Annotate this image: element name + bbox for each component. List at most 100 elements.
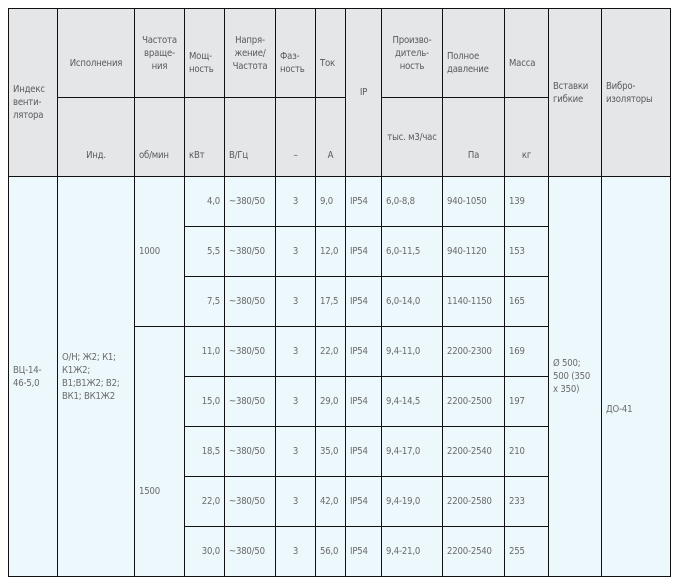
header-ip: IP [345,8,382,177]
unit-rpm: об/мин [134,97,185,177]
header-current: Ток [315,8,346,98]
capacity-cell: 6,0-11,5 [381,226,443,277]
inserts-cell: Ø 500; 500 (350 x 350) [548,176,602,577]
table-row: 22,0 ~380/50 3 42,0 IP54 9,4-19,0 2200-2580 233 [9,476,671,527]
voltage-cell: ~380/50 [224,526,276,577]
header-vibro: Вибро-изоляторы [601,8,671,177]
capacity-cell: 9,4-11,0 [381,326,443,377]
header-rpm: Частота враще-ния [134,8,185,98]
phase-cell: 3 [275,226,316,277]
ip-cell: IP54 [345,376,382,427]
current-cell: 17,5 [315,276,346,327]
unit-pressure: Па [442,97,505,177]
header-capacity: Произво-дитель-ность [381,8,443,98]
fan-index-cell: ВЦ-14-46-5,0 [8,176,58,577]
pressure-cell: 940-1120 [442,226,505,277]
header-pressure: Полное давление [442,8,505,98]
current-cell: 12,0 [315,226,346,277]
header-power: Мощ-ность [184,8,225,98]
pressure-cell: 2200-2540 [442,426,505,477]
fan-spec-table: Индекс венти-лятора Исполнения Частота в… [8,8,671,577]
vibro-cell: ДО-41 [601,176,671,577]
header-inserts: Вставки гибкие [548,8,602,177]
power-cell: 18,5 [184,426,225,477]
table-row: 15,0 ~380/50 3 29,0 IP54 9,4-14,5 2200-2500 197 [9,376,671,427]
pressure-cell: 2200-2540 [442,526,505,577]
ip-cell: IP54 [345,526,382,577]
power-cell: 30,0 [184,526,225,577]
header-phase: Фаз-ность [275,8,316,98]
unit-voltage: В/Гц [224,97,276,177]
ip-cell: IP54 [345,326,382,377]
pressure-cell: 2200-2500 [442,376,505,427]
current-cell: 56,0 [315,526,346,577]
capacity-cell: 9,4-17,0 [381,426,443,477]
capacity-cell: 9,4-19,0 [381,476,443,527]
current-cell: 29,0 [315,376,346,427]
mass-cell: 233 [504,476,549,527]
phase-cell: 3 [275,376,316,427]
unit-phase: – [275,97,316,177]
table-row: 1500 11,0 ~380/50 3 22,0 IP54 9,4-11,0 2200-230… [9,326,671,577]
pressure-cell: 940-1050 [442,176,505,227]
voltage-cell: ~380/50 [224,276,276,327]
voltage-cell: ~380/50 [224,476,276,527]
ip-cell: IP54 [345,226,382,277]
ip-cell: IP54 [345,476,382,527]
header-variants: Исполнения [57,8,135,98]
mass-cell: 210 [504,426,549,477]
phase-cell: 3 [275,276,316,327]
current-cell: 35,0 [315,426,346,477]
power-cell: 22,0 [184,476,225,527]
mass-cell: 169 [504,326,549,377]
phase-cell: 3 [275,426,316,477]
mass-cell: 153 [504,226,549,277]
current-cell: 22,0 [315,326,346,377]
voltage-cell: ~380/50 [224,226,276,277]
mass-cell: 255 [504,526,549,577]
table-row: ВЦ-14-46-5,0 О/Н; Ж2; К1; К1Ж2; В1;В1Ж2; … [8,176,671,577]
voltage-cell: ~380/50 [224,176,276,227]
phase-cell: 3 [275,326,316,377]
current-cell: 9,0 [315,176,346,227]
ip-cell: IP54 [345,276,382,327]
rpm-cell: 1500 [134,326,185,577]
table-row: 7,5 ~380/50 3 17,5 IP54 6,0-14,0 1140-1150 165 [9,276,671,327]
voltage-cell: ~380/50 [224,376,276,427]
pressure-cell: 2200-2300 [442,326,505,377]
power-cell: 15,0 [184,376,225,427]
power-cell: 5,5 [184,226,225,277]
pressure-cell: 2200-2580 [442,476,505,527]
voltage-cell: ~380/50 [224,326,276,377]
unit-mass: кг [504,97,549,177]
mass-cell: 197 [504,376,549,427]
voltage-cell: ~380/50 [224,426,276,477]
ip-cell: IP54 [345,176,382,227]
unit-current: А [315,97,346,177]
header-mass: Масса [504,8,549,98]
unit-variants: Инд. [57,97,135,177]
capacity-cell: 6,0-14,0 [381,276,443,327]
capacity-cell: 9,4-14,5 [381,376,443,427]
power-cell: 4,0 [184,176,225,227]
pressure-cell: 1140-1150 [442,276,505,327]
header-index: Индекс венти-лятора [8,8,58,177]
unit-power: кВт [184,97,225,177]
header-voltage: Напря-жение/ Частота [224,8,276,98]
power-cell: 11,0 [184,326,225,377]
phase-cell: 3 [275,526,316,577]
rpm-cell: 1000 [134,176,185,327]
mass-cell: 165 [504,276,549,327]
power-cell: 7,5 [184,276,225,327]
ip-cell: IP54 [345,426,382,477]
current-cell: 42,0 [315,476,346,527]
variants-cell: О/Н; Ж2; К1; К1Ж2; В1;В1Ж2; В2; ВК1; ВК1… [57,176,135,577]
phase-cell: 3 [275,476,316,527]
table-row: 5,5 ~380/50 3 12,0 IP54 6,0-11,5 940-1120 153 [9,226,671,277]
capacity-cell: 9,4-21,0 [381,526,443,577]
mass-cell: 139 [504,176,549,227]
table-row: 30,0 ~380/50 3 56,0 IP54 9,4-21,0 2200-2540 255 [9,526,671,577]
capacity-cell: 6,0-8,8 [381,176,443,227]
unit-capacity: тыс. м3/час [381,97,443,177]
phase-cell: 3 [275,176,316,227]
